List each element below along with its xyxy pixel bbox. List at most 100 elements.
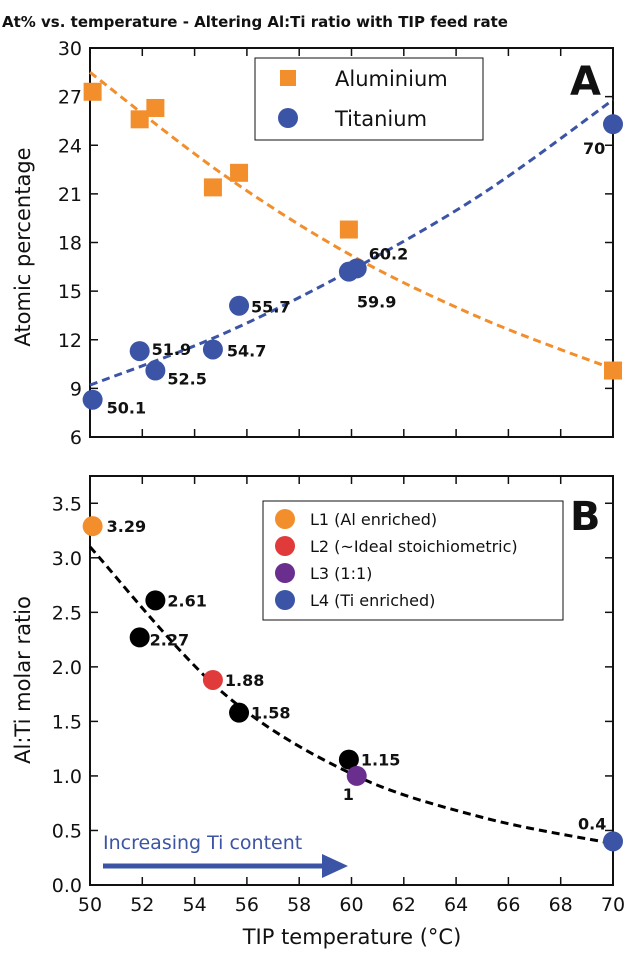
- aluminium-point: [203, 178, 222, 197]
- aluminium-point: [230, 163, 249, 182]
- panel-b-y-axis-title: Al:Ti molar ratio: [11, 596, 35, 764]
- panel-b-x-ticks: 50 52 54 56 58 60 62 64 66 68 70: [78, 476, 625, 916]
- legend-label: L4 (Ti enriched): [310, 591, 435, 610]
- titanium-point-label: 70: [583, 139, 605, 158]
- aluminium-point: [339, 220, 358, 239]
- ratio-point: [82, 516, 103, 537]
- x-tick-label: 64: [444, 894, 468, 916]
- panel-a-y-tick-label: 21: [58, 184, 82, 206]
- ratio-point-label: 3.29: [107, 517, 146, 536]
- panel-a-y-ticks: 6 9 12 15 18 21 24 27 30: [58, 38, 613, 449]
- ratio-point-label: 1.58: [251, 704, 290, 723]
- panel-b-y-tick-label: 2.0: [52, 657, 82, 679]
- titanium-point-label: 52.5: [167, 370, 206, 389]
- ratio-point: [229, 702, 250, 723]
- legend-titanium-label: Titanium: [334, 107, 427, 131]
- panel-a-letter: A: [570, 59, 601, 105]
- panel-a-y-tick-label: 9: [70, 378, 82, 400]
- ratio-point: [603, 831, 623, 852]
- panel-a-y-tick-label: 27: [58, 87, 82, 109]
- panel-a-y-tick-label: 15: [58, 281, 82, 303]
- aluminium-point: [83, 82, 102, 101]
- x-tick-label: 60: [339, 894, 363, 916]
- titanium-point: [145, 360, 166, 381]
- legend-titanium-marker: [278, 108, 298, 128]
- legend-aluminium-marker: [280, 70, 296, 86]
- x-tick-label: 50: [78, 894, 102, 916]
- panel-b-letter: B: [570, 494, 601, 540]
- panel-b-y-tick-label: 0.0: [52, 875, 82, 897]
- legend-marker: [275, 590, 295, 610]
- ratio-point-label: 1.15: [361, 751, 400, 770]
- titanium-point-label: 60.2: [369, 244, 408, 263]
- aluminium-fit-line: [89, 71, 614, 371]
- titanium-point: [202, 339, 223, 360]
- panel-a-y-axis-title: Atomic percentage: [11, 147, 35, 346]
- aluminium-point: [146, 98, 165, 117]
- legend-label: L1 (Al enriched): [310, 510, 437, 529]
- ratio-point-label: 1: [343, 785, 354, 804]
- x-tick-label: 70: [601, 894, 625, 916]
- panel-a-point-labels: 50.1 51.9 52.5 54.7 55.7 59.9 60.2 70: [107, 139, 606, 418]
- panel-b-y-ticks: 0.0 0.5 1.0 1.5 2.0 2.5 3.0 3.5: [52, 493, 613, 897]
- legend-marker: [275, 536, 295, 556]
- panel-a-y-tick-label: 30: [58, 38, 82, 60]
- panel-b-point-labels: 3.29 2.27 2.61 1.88 1.58 1.15 1 0.4: [107, 517, 607, 833]
- ratio-point-label: 2.27: [150, 630, 189, 649]
- ratio-point: [338, 749, 359, 770]
- panel-b-y-tick-label: 3.0: [52, 548, 82, 570]
- panel-b-legend-box: [262, 500, 564, 621]
- panel-a-legend: Aluminium Titanium: [254, 57, 484, 141]
- aluminium-point: [130, 110, 149, 129]
- panel-b-y-tick-label: 0.5: [52, 820, 82, 842]
- titanium-point: [229, 295, 250, 316]
- legend-aluminium-label: Aluminium: [335, 67, 448, 91]
- panel-a-y-tick-label: 6: [70, 427, 82, 449]
- legend-label: L3 (1:1): [310, 564, 372, 583]
- panel-b-points: [82, 516, 623, 852]
- x-tick-label: 56: [235, 894, 259, 916]
- titanium-point-label: 50.1: [107, 399, 146, 418]
- increasing-ti-arrow-head: [322, 854, 348, 878]
- panel-b-fit-line: [88, 545, 614, 846]
- legend-label: L2 (~Ideal stoichiometric): [310, 537, 518, 556]
- titanium-point-label: 54.7: [227, 341, 266, 360]
- x-tick-label: 58: [287, 894, 311, 916]
- panel-b-y-tick-label: 1.5: [52, 711, 82, 733]
- ratio-point-label: 1.88: [225, 671, 264, 690]
- ratio-point-label: 2.61: [167, 591, 206, 610]
- x-tick-label: 52: [130, 894, 154, 916]
- ratio-point: [145, 590, 166, 611]
- titanium-point-label: 51.9: [152, 340, 191, 359]
- titanium-point: [346, 258, 367, 279]
- x-tick-label: 54: [183, 894, 207, 916]
- ratio-point: [129, 627, 150, 648]
- panel-a: 6 9 12 15 18 21 24 27 30 50.1 51.9 52.5 54.7 55.7 59.…: [11, 38, 623, 449]
- panel-b: 0.0 0.5 1.0 1.5 2.0 2.5 3.0 3.5 50 52 54 56 58 60 62 6…: [11, 475, 625, 949]
- panel-a-y-tick-label: 24: [58, 135, 82, 157]
- panel-a-points: [82, 82, 623, 410]
- figure-title: At% vs. temperature - Altering Al:Ti rat…: [2, 13, 508, 31]
- x-axis-title: TIP temperature (°C): [242, 925, 462, 949]
- panel-b-y-tick-label: 1.0: [52, 766, 82, 788]
- panel-b-y-tick-label: 2.5: [52, 602, 82, 624]
- titanium-point: [603, 114, 623, 135]
- legend-marker: [275, 563, 295, 583]
- x-tick-label: 68: [549, 894, 573, 916]
- ratio-point-label: 0.4: [578, 814, 606, 833]
- panel-a-y-tick-label: 12: [58, 330, 82, 352]
- panel-b-legend: L1 (Al enriched) L2 (~Ideal stoichiometri…: [262, 500, 564, 621]
- ratio-fit-line: [88, 545, 614, 846]
- x-tick-label: 62: [392, 894, 416, 916]
- panel-b-y-tick-label: 3.5: [52, 493, 82, 515]
- increasing-ti-annotation: Increasing Ti content: [103, 832, 348, 878]
- aluminium-point: [604, 361, 622, 380]
- ratio-point: [202, 669, 223, 690]
- titanium-point: [82, 389, 103, 410]
- ratio-point: [346, 765, 367, 786]
- increasing-ti-text: Increasing Ti content: [103, 832, 302, 854]
- legend-marker: [275, 509, 295, 529]
- panel-a-x-ticks: [89, 48, 614, 437]
- titanium-point: [129, 341, 150, 362]
